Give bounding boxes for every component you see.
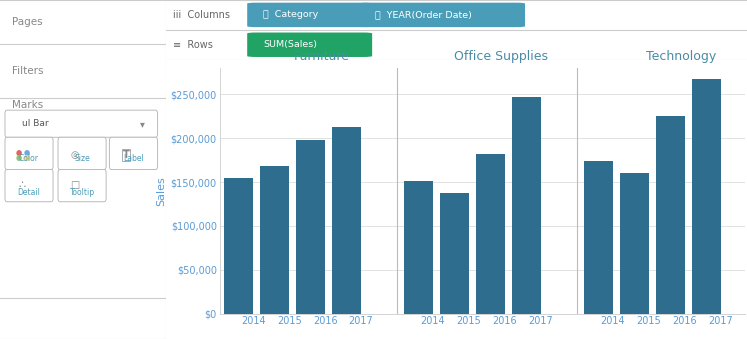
Bar xyxy=(261,166,289,314)
Text: ⬤: ⬤ xyxy=(23,155,30,161)
FancyBboxPatch shape xyxy=(58,137,106,170)
FancyBboxPatch shape xyxy=(5,110,158,137)
Bar xyxy=(332,127,361,314)
Text: Office Supplies: Office Supplies xyxy=(454,50,548,63)
Text: □: □ xyxy=(70,180,79,191)
FancyBboxPatch shape xyxy=(58,170,106,202)
Bar xyxy=(224,178,253,314)
FancyBboxPatch shape xyxy=(5,170,53,202)
Text: T: T xyxy=(123,150,129,160)
FancyBboxPatch shape xyxy=(247,33,372,57)
Text: SUM(Sales): SUM(Sales) xyxy=(263,40,317,49)
Text: Size: Size xyxy=(74,154,90,163)
Text: ⧉  YEAR(Order Date): ⧉ YEAR(Order Date) xyxy=(375,11,472,19)
Bar xyxy=(297,140,325,314)
Text: ◎: ◎ xyxy=(70,150,79,160)
Bar xyxy=(656,116,685,314)
Text: ∴: ∴ xyxy=(18,180,25,191)
Bar xyxy=(440,194,469,314)
Text: iii  Columns: iii Columns xyxy=(173,10,230,20)
FancyBboxPatch shape xyxy=(110,137,158,170)
Text: Label: Label xyxy=(123,154,144,163)
Bar xyxy=(692,79,721,314)
Text: Pages: Pages xyxy=(12,17,43,27)
FancyBboxPatch shape xyxy=(247,3,372,27)
Text: Technology: Technology xyxy=(646,50,716,63)
Text: Filters: Filters xyxy=(12,66,43,76)
Text: ⬤: ⬤ xyxy=(15,155,22,161)
Text: Color: Color xyxy=(19,154,39,163)
Text: ⧉  Category: ⧉ Category xyxy=(263,11,318,19)
FancyBboxPatch shape xyxy=(359,3,525,27)
Bar xyxy=(620,173,649,314)
Bar xyxy=(476,154,505,314)
Text: ⬤: ⬤ xyxy=(15,150,22,156)
Text: Marks: Marks xyxy=(12,100,43,110)
Y-axis label: Sales: Sales xyxy=(156,176,167,206)
Bar xyxy=(512,97,541,314)
Text: ul Bar: ul Bar xyxy=(22,119,49,128)
Text: ▾: ▾ xyxy=(140,119,145,129)
Text: Detail: Detail xyxy=(18,187,40,197)
Text: ≡  Rows: ≡ Rows xyxy=(173,40,213,50)
Bar xyxy=(584,161,613,314)
Bar xyxy=(404,181,433,314)
Text: Furniture: Furniture xyxy=(294,50,350,63)
FancyBboxPatch shape xyxy=(5,137,53,170)
Text: Tooltip: Tooltip xyxy=(69,187,95,197)
Text: ⬤: ⬤ xyxy=(23,150,30,156)
